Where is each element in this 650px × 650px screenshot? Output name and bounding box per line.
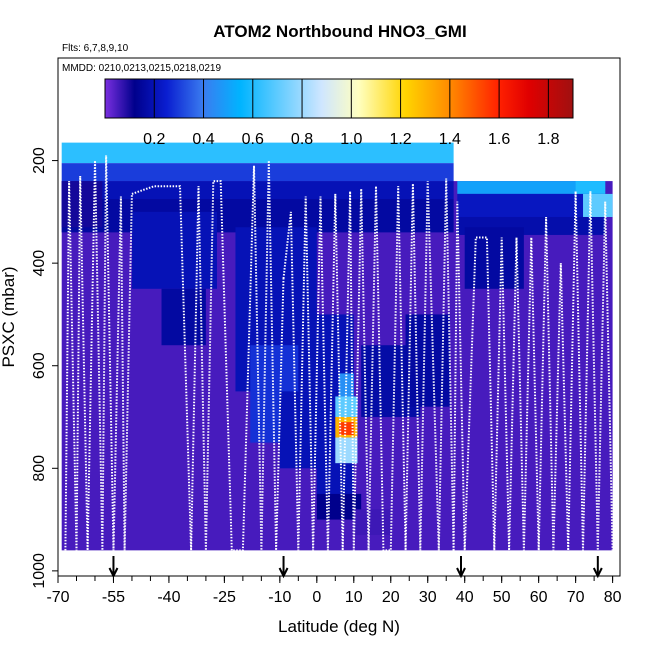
flight-track-2 bbox=[282, 178, 455, 552]
y-tick-label: 1000 bbox=[31, 553, 48, 589]
x-tick-label: -10 bbox=[268, 589, 291, 606]
colorbar-tick-label: 0.8 bbox=[291, 131, 313, 148]
heatmap-cell-25 bbox=[464, 227, 524, 289]
colorbar-tick-label: 1.8 bbox=[537, 131, 559, 148]
x-tick-label: 30 bbox=[419, 589, 437, 606]
colorbar-gradient bbox=[104, 78, 574, 119]
colorbar-tick-label: 0.2 bbox=[143, 131, 165, 148]
flight-marker-2 bbox=[456, 556, 466, 579]
x-tick-label: -40 bbox=[157, 589, 180, 606]
dates-note: MMDD: 0210,0213,0215,0218,0219 bbox=[62, 63, 221, 74]
x-tick-label: 20 bbox=[382, 589, 400, 606]
heatmap-cell-22 bbox=[339, 422, 354, 435]
heatmap-cell-8 bbox=[61, 199, 454, 233]
chart-title: ATOM2 Northbound HNO3_GMI bbox=[213, 22, 466, 41]
flights-note: Flts: 6,7,8,9,10 bbox=[62, 43, 129, 54]
plot-area bbox=[57, 57, 621, 579]
x-tick-label: 50 bbox=[493, 589, 511, 606]
colorbar-tick-label: 1.6 bbox=[488, 131, 510, 148]
heatmap-cell-5 bbox=[457, 193, 606, 217]
flight-markers bbox=[108, 556, 603, 579]
flight-track-1 bbox=[131, 160, 285, 552]
y-tick-label: 200 bbox=[31, 147, 48, 174]
heatmap-cell-4 bbox=[575, 181, 606, 194]
x-axis-label: Latitude (deg N) bbox=[278, 617, 400, 636]
heatmap-cell-18 bbox=[353, 509, 391, 535]
x-tick-label: -55 bbox=[102, 589, 125, 606]
heatmap-cell-10 bbox=[131, 211, 217, 289]
x-tick-label: 0 bbox=[312, 589, 321, 606]
heatmap-cell-3 bbox=[457, 181, 606, 194]
heatmap-cell-1 bbox=[61, 163, 454, 182]
x-tick-label: 10 bbox=[345, 589, 363, 606]
flight-marker-0 bbox=[108, 556, 119, 579]
heatmap-cell-2 bbox=[61, 181, 454, 200]
x-tick-label: 60 bbox=[530, 589, 548, 606]
y-axis: 200 400 600 800 1000 bbox=[31, 147, 58, 589]
x-axis: -70 -55 -40 -25 -10 0 10 20 30 40 50 60 70 80 bbox=[46, 576, 622, 606]
colorbar-tick-label: 0.4 bbox=[192, 131, 214, 148]
x-tick-label: -25 bbox=[213, 589, 236, 606]
colorbar-tick-label: 1.4 bbox=[439, 131, 461, 148]
flight-tracks bbox=[64, 155, 614, 552]
colorbar: 0.2 0.4 0.6 0.8 1.0 1.2 1.4 1.6 1.8 bbox=[104, 78, 574, 148]
heatmap-cell-6 bbox=[583, 193, 613, 217]
flight-marker-3 bbox=[592, 556, 603, 579]
colorbar-tick-label: 1.0 bbox=[340, 131, 362, 148]
plot-frame bbox=[57, 57, 621, 577]
y-tick-label: 600 bbox=[31, 352, 48, 379]
colorbar-tick-label: 1.2 bbox=[389, 131, 411, 148]
x-tick-label: 80 bbox=[604, 589, 622, 606]
y-tick-label: 800 bbox=[31, 455, 48, 482]
y-tick-label: 400 bbox=[31, 250, 48, 277]
x-tick-label: -70 bbox=[46, 589, 69, 606]
x-tick-label: 70 bbox=[567, 589, 585, 606]
flight-track-3 bbox=[452, 191, 614, 551]
flight-marker-1 bbox=[278, 556, 289, 579]
heatmap-cell-0 bbox=[61, 142, 454, 164]
x-tick-label: 40 bbox=[456, 589, 474, 606]
heatmap-cell-23 bbox=[335, 437, 358, 464]
heatmap-cells bbox=[61, 142, 613, 551]
y-axis-label: PSXC (mbar) bbox=[0, 266, 18, 367]
colorbar-tick-label: 0.6 bbox=[242, 131, 264, 148]
